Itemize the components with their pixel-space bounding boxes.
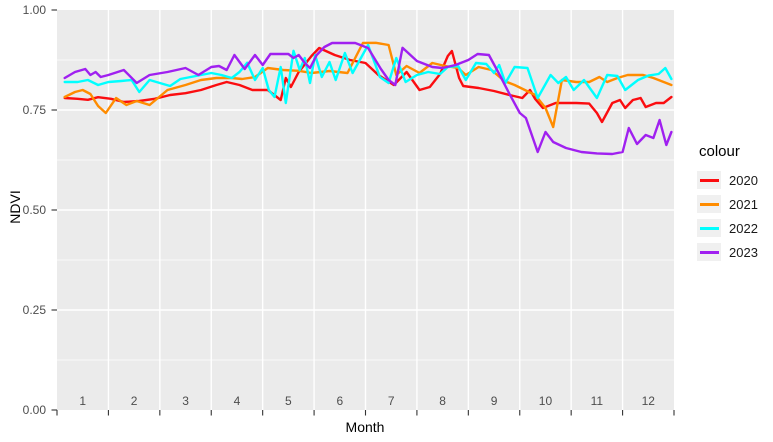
- x-tick-label: 2: [130, 394, 138, 408]
- legend-label: 2021: [729, 196, 758, 212]
- x-tick-label: 1: [79, 394, 87, 408]
- legend-key-line: [699, 178, 719, 182]
- x-tick-label: 10: [538, 394, 553, 408]
- y-tick-label: 0.50: [22, 202, 46, 217]
- x-tick-label: 12: [641, 394, 655, 408]
- series-line-2023: [63, 41, 673, 156]
- legend-key-swatch: [697, 171, 721, 189]
- x-axis-title: Month: [345, 419, 385, 435]
- legend-key-line: [699, 202, 719, 206]
- legend-entry-2023: 2023: [697, 243, 773, 261]
- x-tick-label: 6: [336, 394, 344, 408]
- series-line-2022: [63, 43, 673, 105]
- y-axis-title: NDVI: [7, 190, 23, 224]
- x-tick-label: 7: [387, 394, 395, 408]
- legend-title: colour: [699, 143, 740, 160]
- axis-tick-marks: [51, 9, 675, 416]
- legend-label: 2022: [729, 220, 758, 236]
- legend-entry-2022: 2022: [697, 219, 773, 237]
- legend-label: 2020: [729, 172, 758, 188]
- x-tick-label: 3: [182, 394, 189, 408]
- legend-label: 2023: [729, 244, 758, 260]
- y-tick-label: 0.75: [22, 102, 46, 117]
- x-tick-label: 8: [439, 394, 446, 408]
- x-tick-label: 4: [233, 394, 241, 408]
- major-gridlines: [57, 10, 674, 410]
- legend-key-line: [699, 226, 719, 230]
- legend-key-swatch: [697, 195, 721, 213]
- series-line-2020: [63, 46, 673, 124]
- y-tick-label: 0.00: [22, 402, 46, 417]
- x-tick-label: 9: [490, 394, 498, 408]
- legend-key-swatch: [697, 219, 721, 237]
- legend-entry-2020: 2020: [697, 171, 773, 189]
- legend-entry-2021: 2021: [697, 195, 773, 213]
- y-tick-label: 0.25: [22, 302, 46, 317]
- y-tick-label: 1.00: [22, 2, 46, 17]
- legend-key-swatch: [697, 243, 721, 261]
- legend-key-line: [699, 250, 719, 254]
- legend: colour 2020 2021 2022 2023: [697, 143, 773, 267]
- series-lines: [63, 41, 673, 156]
- x-tick-label: 5: [285, 394, 292, 408]
- x-tick-label: 11: [590, 394, 604, 408]
- legend-entries: 2020 2021 2022 2023: [697, 171, 773, 261]
